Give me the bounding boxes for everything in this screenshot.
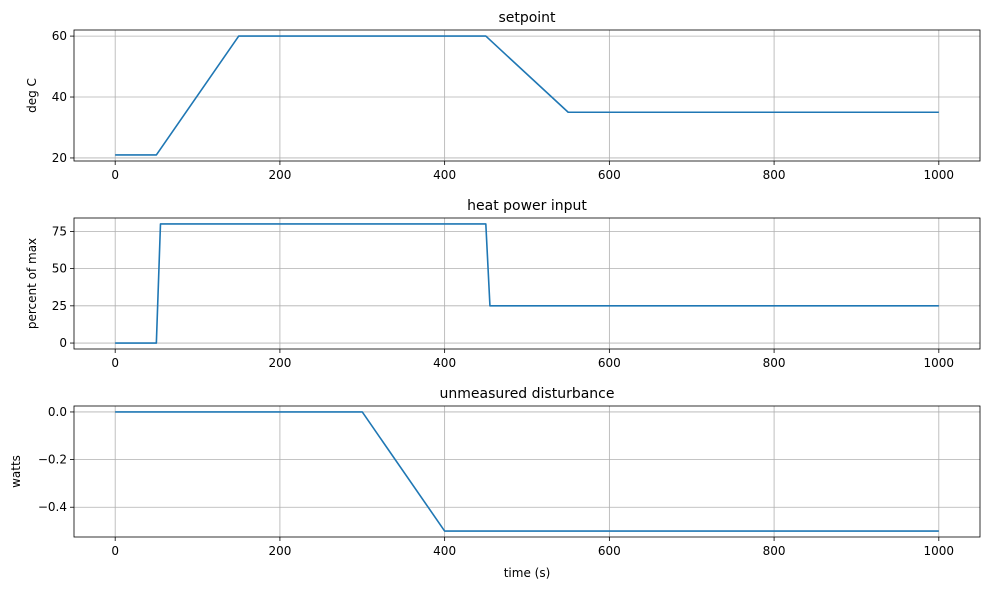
y-axis-label: watts (9, 455, 23, 488)
series-line (115, 35, 939, 156)
y-tick-label: 0.0 (48, 405, 67, 419)
x-tick-label: 600 (598, 544, 621, 558)
y-axis-label: deg C (25, 78, 39, 113)
x-tick-label: 400 (433, 544, 456, 558)
subplot-2: 0 200 400 600 800 1000 0 25 50 75 heat power input… (25, 198, 981, 370)
y-axis-label: percent of max (25, 238, 39, 329)
axes-frame (73, 29, 981, 162)
y-tick-label: −0.2 (38, 453, 67, 467)
subplot-title: unmeasured disturbance (440, 386, 615, 402)
x-axis-label: time (s) (504, 566, 551, 580)
x-tick-label: 200 (268, 168, 291, 182)
x-tick-label: 600 (598, 168, 621, 182)
x-tick-label: 1000 (924, 544, 955, 558)
x-tick-label: 0 (111, 356, 119, 370)
y-tick-label: 0 (59, 336, 67, 350)
y-tick-label: 50 (52, 262, 67, 276)
y-tick-label: 25 (52, 299, 67, 313)
subplot-title: setpoint (498, 10, 556, 26)
y-tick-label: 20 (52, 151, 67, 165)
series-line (115, 411, 939, 532)
y-tick-label: 60 (52, 29, 67, 43)
subplot-1: 0 200 400 600 800 1000 20 40 60 setpoint deg C (25, 10, 981, 182)
series-line (115, 223, 939, 344)
y-tick-label: −0.4 (38, 500, 67, 514)
subplot-3: 0 200 400 600 800 1000 0.0 −0.2 −0.4 unmeasured d… (9, 386, 981, 580)
x-tick-label: 400 (433, 168, 456, 182)
x-tick-label: 800 (763, 544, 786, 558)
x-tick-label: 600 (598, 356, 621, 370)
axes-frame (73, 405, 981, 538)
axes-frame (73, 217, 981, 350)
x-tick-label: 0 (111, 168, 119, 182)
subplot-title: heat power input (467, 198, 587, 214)
x-tick-label: 1000 (924, 168, 955, 182)
y-tick-label: 75 (52, 224, 67, 238)
x-tick-label: 1000 (924, 356, 955, 370)
x-tick-label: 0 (111, 544, 119, 558)
x-tick-label: 200 (268, 356, 291, 370)
x-tick-label: 800 (763, 356, 786, 370)
x-tick-label: 800 (763, 168, 786, 182)
x-tick-label: 200 (268, 544, 291, 558)
x-tick-label: 400 (433, 356, 456, 370)
y-tick-label: 40 (52, 90, 67, 104)
